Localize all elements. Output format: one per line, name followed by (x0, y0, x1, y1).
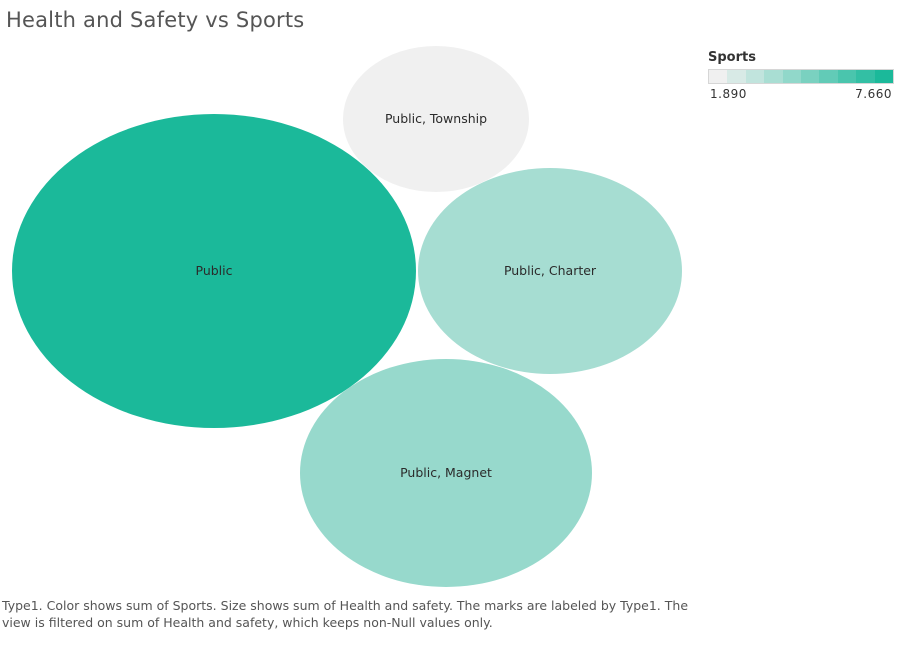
legend-step (782, 70, 802, 83)
legend-step (709, 70, 728, 83)
legend-step (819, 70, 838, 83)
bubble-label-public-charter: Public, Charter (504, 263, 597, 278)
bubble-label-public-magnet: Public, Magnet (400, 465, 492, 480)
bubble-public-magnet[interactable] (300, 359, 592, 587)
legend-min-label: 1.890 (710, 87, 747, 101)
bubble-public-charter[interactable] (418, 168, 682, 374)
bubble-public[interactable] (12, 114, 416, 428)
legend-max-label: 7.660 (855, 87, 892, 101)
legend-step (764, 70, 783, 83)
bubble-public-township[interactable] (343, 46, 529, 192)
color-legend: Sports 1.890 7.660 (708, 50, 894, 101)
legend-step (874, 70, 894, 83)
bubble-label-public: Public (196, 263, 233, 278)
chart-title: Health and Safety vs Sports (6, 8, 305, 32)
legend-gradient-bar (708, 69, 894, 84)
chart-caption: Type1. Color shows sum of Sports. Size s… (2, 598, 689, 630)
legend-step (837, 70, 857, 83)
legend-step (727, 70, 746, 83)
bubble-label-public-township: Public, Township (385, 111, 487, 126)
legend-title: Sports (708, 50, 756, 65)
legend-step (801, 70, 820, 83)
legend-step (856, 70, 875, 83)
legend-step (745, 70, 765, 83)
